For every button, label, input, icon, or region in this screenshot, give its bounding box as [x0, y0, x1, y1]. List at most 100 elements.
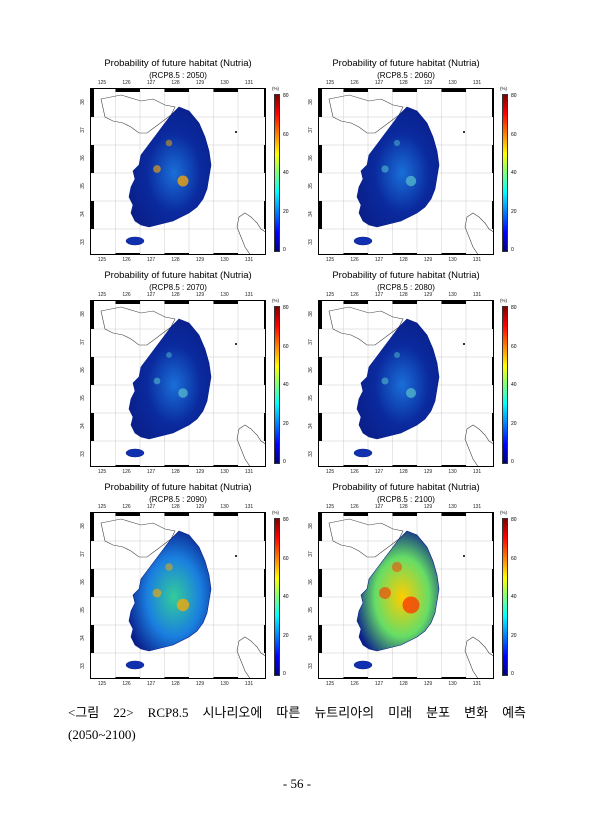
- longitude-tick: 129: [423, 292, 433, 298]
- colorbar-tick: 20: [511, 420, 517, 427]
- longitude-tick: 125: [97, 469, 107, 475]
- longitude-tick: 128: [171, 681, 180, 687]
- longitude-tick: 127: [374, 292, 384, 298]
- habitat-map: [318, 512, 494, 679]
- longitude-tick: 126: [350, 469, 359, 475]
- longitude-axis: 125 126 127 128 129 130 131: [90, 469, 266, 477]
- colorbar: [502, 306, 508, 464]
- colorbar-tick: 0: [511, 671, 514, 677]
- longitude-tick: 131: [244, 292, 254, 298]
- longitude-tick: 130: [448, 292, 457, 298]
- colorbar-tick: 80: [283, 517, 289, 523]
- longitude-tick: 128: [171, 292, 180, 298]
- map-title: Probability of future habitat (Nutria): [332, 58, 480, 69]
- map-subtitle: (RCP8.5 : 2050): [149, 71, 207, 80]
- latitude-axis: 38 37 36 35 34 33: [308, 88, 317, 255]
- colorbar-tick: 0: [283, 671, 286, 677]
- colorbar-tick: 0: [283, 459, 286, 465]
- map-panel: Probability of future habitat (Nutria) (R…: [306, 58, 526, 266]
- longitude-tick: 127: [146, 292, 156, 298]
- longitude-tick: 128: [399, 257, 408, 263]
- longitude-tick: 125: [97, 80, 107, 86]
- figure-caption-years: (2050~2100): [68, 727, 136, 742]
- latitude-tick: 35: [79, 395, 86, 401]
- latitude-tick: 37: [307, 551, 314, 557]
- latitude-tick: 37: [79, 551, 86, 557]
- latitude-tick: 34: [79, 635, 86, 641]
- latitude-tick: 37: [307, 339, 314, 345]
- longitude-tick: 131: [244, 80, 254, 86]
- habitat-map: [90, 512, 266, 679]
- longitude-tick: 125: [97, 681, 107, 687]
- latitude-tick: 38: [79, 99, 86, 105]
- longitude-tick: 128: [399, 469, 408, 475]
- longitude-tick: 125: [97, 504, 107, 510]
- longitude-tick: 130: [220, 80, 229, 86]
- longitude-tick: 127: [146, 681, 156, 687]
- map-title: Probability of future habitat (Nutria): [332, 270, 480, 281]
- latitude-tick: 37: [307, 127, 314, 133]
- colorbar-tick: 40: [283, 594, 289, 600]
- longitude-tick: 130: [220, 292, 229, 298]
- map-panel: Probability of future habitat (Nutria) (R…: [306, 270, 526, 478]
- longitude-tick: 129: [423, 469, 433, 475]
- longitude-tick: 129: [423, 80, 433, 86]
- longitude-axis: 125 126 127 128 129 130 131: [318, 80, 494, 88]
- longitude-tick: 126: [350, 257, 359, 263]
- latitude-axis: 38 37 36 35 34 33: [80, 88, 89, 255]
- latitude-tick: 38: [307, 99, 314, 105]
- latitude-tick: 34: [307, 423, 314, 429]
- longitude-axis: 125 126 127 128 129 130 131: [318, 504, 494, 512]
- longitude-tick: 128: [171, 80, 180, 86]
- latitude-tick: 36: [79, 579, 86, 585]
- colorbar-unit: (%): [272, 86, 279, 91]
- latitude-axis: 38 37 36 35 34 33: [308, 300, 317, 467]
- colorbar-tick: 60: [511, 343, 517, 350]
- map-subtitle: (RCP8.5 : 2080): [377, 283, 435, 292]
- longitude-tick: 125: [325, 292, 335, 298]
- longitude-tick: 131: [472, 80, 482, 86]
- colorbar-unit: (%): [500, 298, 507, 303]
- longitude-tick: 126: [350, 292, 359, 298]
- habitat-map: [90, 88, 266, 255]
- longitude-tick: 128: [399, 292, 408, 298]
- longitude-tick: 131: [244, 257, 254, 263]
- colorbar-tick: 0: [283, 247, 286, 253]
- colorbar-tick: 20: [283, 632, 289, 639]
- latitude-tick: 33: [307, 239, 314, 245]
- latitude-tick: 33: [79, 239, 86, 245]
- longitude-tick: 125: [97, 292, 107, 298]
- latitude-axis: 38 37 36 35 34 33: [80, 300, 89, 467]
- longitude-axis: 125 126 127 128 129 130 131: [318, 257, 494, 265]
- colorbar-tick: 40: [283, 170, 289, 176]
- latitude-tick: 34: [79, 211, 86, 217]
- colorbar-tick: 20: [283, 420, 289, 427]
- colorbar-tick: 60: [511, 131, 517, 138]
- longitude-tick: 125: [325, 469, 335, 475]
- longitude-tick: 129: [195, 257, 205, 263]
- map-title: Probability of future habitat (Nutria): [332, 482, 480, 493]
- map-panel: Probability of future habitat (Nutria) (R…: [78, 58, 298, 266]
- figure-caption: <그림 22> RCP8.5 시나리오에 따른 뉴트리아의 미래 분포 변화 예…: [68, 705, 526, 720]
- longitude-tick: 127: [374, 80, 384, 86]
- longitude-tick: 125: [325, 504, 335, 510]
- colorbar-tick: 0: [511, 247, 514, 253]
- longitude-tick: 127: [146, 257, 156, 263]
- longitude-tick: 131: [244, 504, 254, 510]
- longitude-tick: 127: [146, 80, 156, 86]
- longitude-tick: 128: [399, 504, 408, 510]
- latitude-tick: 38: [79, 311, 86, 317]
- longitude-tick: 127: [374, 469, 384, 475]
- longitude-tick: 131: [472, 681, 482, 687]
- latitude-tick: 35: [79, 183, 86, 189]
- map-title: Probability of future habitat (Nutria): [104, 482, 252, 493]
- colorbar-tick: 60: [511, 555, 517, 562]
- colorbar: [502, 518, 508, 676]
- longitude-tick: 129: [195, 469, 205, 475]
- colorbar-tick: 60: [283, 343, 289, 350]
- longitude-tick: 128: [171, 257, 180, 263]
- colorbar-tick: 60: [283, 555, 289, 562]
- longitude-tick: 130: [220, 257, 229, 263]
- longitude-axis: 125 126 127 128 129 130 131: [90, 80, 266, 88]
- longitude-tick: 127: [146, 469, 156, 475]
